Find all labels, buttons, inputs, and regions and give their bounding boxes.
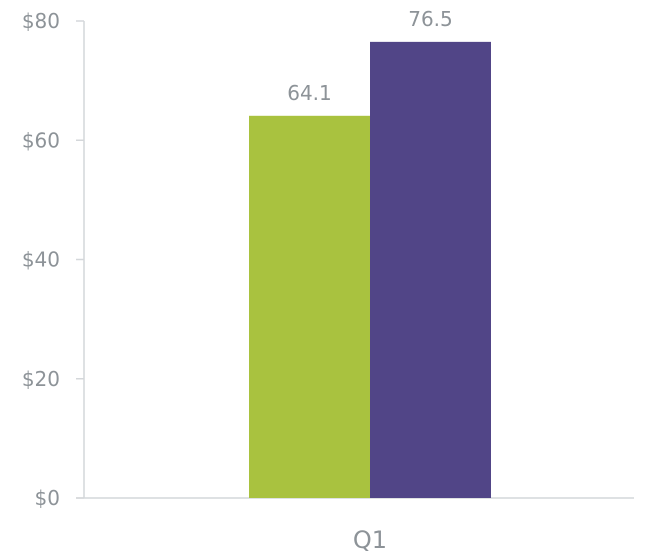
bar-series-1-q1 [249, 115, 370, 499]
x-category-label: Q1 [353, 526, 387, 554]
y-tick-label: $0 [35, 486, 60, 510]
data-label-series-2: 76.5 [408, 7, 453, 31]
category-labels-group: Q1 [353, 526, 387, 554]
y-tick-label: $40 [22, 248, 60, 272]
bar-series-2-q1 [370, 41, 491, 499]
bars-group [249, 41, 491, 499]
data-labels-group: 64.1 76.5 [287, 7, 453, 105]
y-axis-ticks: $0 $20 $40 $60 $80 [22, 9, 84, 510]
data-label-series-1: 64.1 [287, 81, 332, 105]
y-tick-label: $60 [22, 128, 60, 152]
y-tick-label: $20 [22, 367, 60, 391]
y-tick-label: $80 [22, 9, 60, 33]
